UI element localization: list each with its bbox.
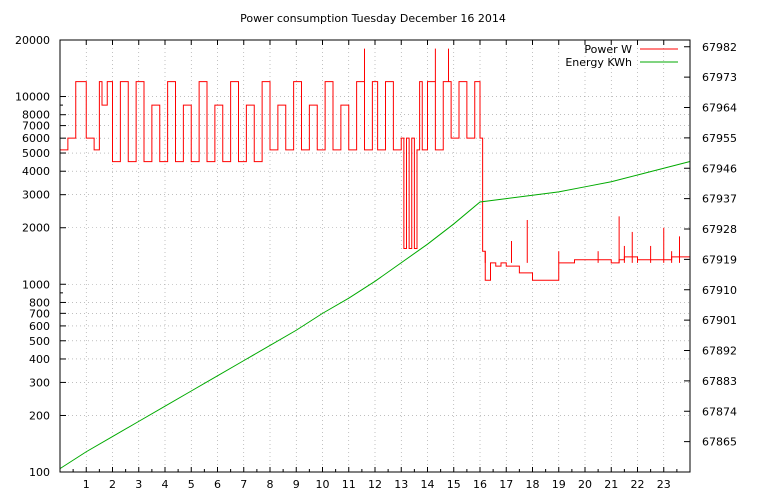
x-tick-label: 20 (578, 478, 592, 491)
y2-tick-label: 67946 (702, 162, 737, 175)
chart-legend: Power W Energy KWh (565, 43, 678, 69)
y-tick-label: 500 (29, 335, 50, 348)
x-tick-label: 15 (447, 478, 461, 491)
y2-tick-label: 67964 (702, 102, 737, 115)
x-tick-label: 4 (162, 478, 169, 491)
x-tick-label: 12 (368, 478, 382, 491)
y-tick-label: 3000 (22, 189, 50, 202)
x-tick-label: 8 (267, 478, 274, 491)
x-tick-label: 17 (499, 478, 513, 491)
y-tick-label: 5000 (22, 147, 50, 160)
x-tick-label: 2 (109, 478, 116, 491)
legend-label-energy: Energy KWh (565, 56, 632, 69)
y2-tick-label: 67901 (702, 314, 737, 327)
y-tick-label: 800 (29, 296, 50, 309)
x-tick-label: 11 (342, 478, 356, 491)
y-tick-label: 1000 (22, 278, 50, 291)
x-tick-label: 21 (604, 478, 618, 491)
y-tick-label: 100 (29, 466, 50, 479)
x-tick-label: 9 (293, 478, 300, 491)
y-tick-label: 700 (29, 307, 50, 320)
energy-line (59, 161, 691, 470)
x-tick-label: 19 (552, 478, 566, 491)
y2-tick-label: 67982 (702, 41, 737, 54)
y-tick-label: 6000 (22, 132, 50, 145)
y2-tick-label: 67910 (702, 284, 737, 297)
y2-tick-label: 67955 (702, 132, 737, 145)
y2-tick-label: 67874 (702, 405, 737, 418)
y2-tick-label: 67919 (702, 253, 737, 266)
x-tick-label: 18 (526, 478, 540, 491)
y-tick-label: 600 (29, 320, 50, 333)
x-tick-label: 10 (316, 478, 330, 491)
y2-tick-label: 67892 (702, 345, 737, 358)
y-tick-label: 20000 (15, 34, 50, 47)
y-tick-label: 8000 (22, 109, 50, 122)
y-tick-label: 300 (29, 376, 50, 389)
y2-tick-label: 67937 (702, 193, 737, 206)
x-tick-label: 23 (657, 478, 671, 491)
x-tick-label: 22 (631, 478, 645, 491)
x-tick-label: 3 (135, 478, 142, 491)
gridlines (60, 40, 690, 472)
y-tick-label: 2000 (22, 222, 50, 235)
x-tick-label: 16 (473, 478, 487, 491)
plot-frame (59, 39, 691, 473)
y-tick-label: 4000 (22, 165, 50, 178)
y2-tick-label: 67928 (702, 223, 737, 236)
x-tick-label: 6 (214, 478, 221, 491)
y2-tick-label: 67883 (702, 375, 737, 388)
x-tick-label: 7 (240, 478, 247, 491)
y2-tick-label: 67973 (702, 71, 737, 84)
y-tick-label: 200 (29, 409, 50, 422)
series-power-w (60, 48, 690, 281)
x-tick-label: 13 (394, 478, 408, 491)
x-tick-label: 1 (83, 478, 90, 491)
y2-tick-label: 67865 (702, 436, 737, 449)
y-tick-label: 10000 (15, 91, 50, 104)
series-energy-kwh (59, 161, 691, 470)
x-tick-label: 5 (188, 478, 195, 491)
power-line (60, 81, 690, 281)
y-tick-label: 400 (29, 353, 50, 366)
chart-title: Power consumption Tuesday December 16 20… (240, 12, 506, 25)
y-axis-right-ticks: 67865 67874 67883 67892 67901 67910 67919 67928… (684, 41, 737, 449)
legend-label-power: Power W (584, 43, 632, 56)
x-tick-label: 14 (421, 478, 435, 491)
y-tick-label: 7000 (22, 120, 50, 133)
